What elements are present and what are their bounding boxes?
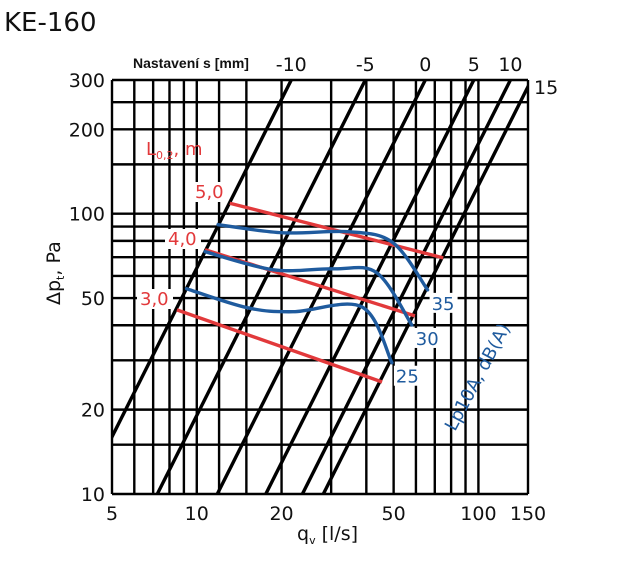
throw-label: 5,0 — [195, 182, 224, 203]
throw-label: 4,0 — [168, 229, 197, 250]
y-tick-label: 300 — [69, 70, 105, 92]
y-axis-label-main: Δp — [43, 280, 65, 305]
throw-label-bg — [137, 289, 173, 309]
y-axis-label: Δpt, Pa — [43, 241, 67, 305]
throw-label: 3,0 — [140, 289, 169, 310]
throw-label-bg — [192, 182, 228, 202]
setting-label: -10 — [276, 54, 307, 76]
setting-label: 15 — [534, 77, 558, 99]
x-axis-label-rest: [l/s] — [316, 523, 358, 545]
y-tick-label: 20 — [81, 400, 105, 422]
y-axis-label-sub: t — [54, 275, 67, 280]
noise-label: 30 — [416, 329, 439, 350]
noise-label-bg — [393, 365, 422, 386]
y-tick-label: 50 — [81, 288, 105, 310]
setting-label: 10 — [498, 54, 522, 76]
x-axis-label: qv [l/s] — [297, 523, 358, 547]
setting-line — [300, 80, 512, 494]
noise-label-bg — [429, 292, 458, 313]
noise-lines: 35 30 25 — [184, 222, 458, 388]
noise-line — [203, 249, 414, 327]
x-tick-label: 100 — [460, 503, 496, 525]
x-tick-label: 150 — [510, 503, 546, 525]
throw-title-sub: 0,2 — [156, 149, 174, 162]
y-tick-label: 200 — [69, 119, 105, 141]
setting-line — [264, 80, 476, 494]
noise-label: 35 — [432, 294, 455, 315]
setting-line — [112, 80, 293, 441]
x-tick-label: 10 — [185, 503, 209, 525]
noise-label: 25 — [396, 367, 419, 388]
setting-label: 5 — [468, 54, 480, 76]
throw-title-rest: , m — [174, 139, 203, 160]
noise-line — [216, 222, 430, 292]
throw-line — [176, 308, 383, 384]
setting-label: 0 — [419, 54, 431, 76]
x-axis-label-main: q — [297, 523, 309, 545]
setting-title: Nastavení s [mm] — [133, 55, 249, 71]
setting-label: -5 — [356, 54, 375, 76]
y-tick-label: 100 — [69, 204, 105, 226]
chart-title: KE-160 — [4, 8, 97, 38]
throw-title-main: L — [146, 139, 156, 160]
throw-label-bg — [165, 229, 201, 249]
setting-line — [155, 80, 367, 494]
x-tick-label: 5 — [106, 503, 118, 525]
x-tick-label: 20 — [269, 503, 293, 525]
x-axis-label-sub: v — [309, 534, 316, 547]
noise-label-bg — [413, 327, 442, 348]
throw-title: L0,2, m — [146, 139, 203, 162]
y-tick-label: 10 — [81, 484, 105, 506]
grid — [110, 78, 530, 496]
y-axis-label-rest: , Pa — [43, 241, 65, 275]
setting-lines — [112, 80, 528, 494]
noise-line — [184, 287, 394, 365]
x-tick-label: 50 — [382, 503, 406, 525]
